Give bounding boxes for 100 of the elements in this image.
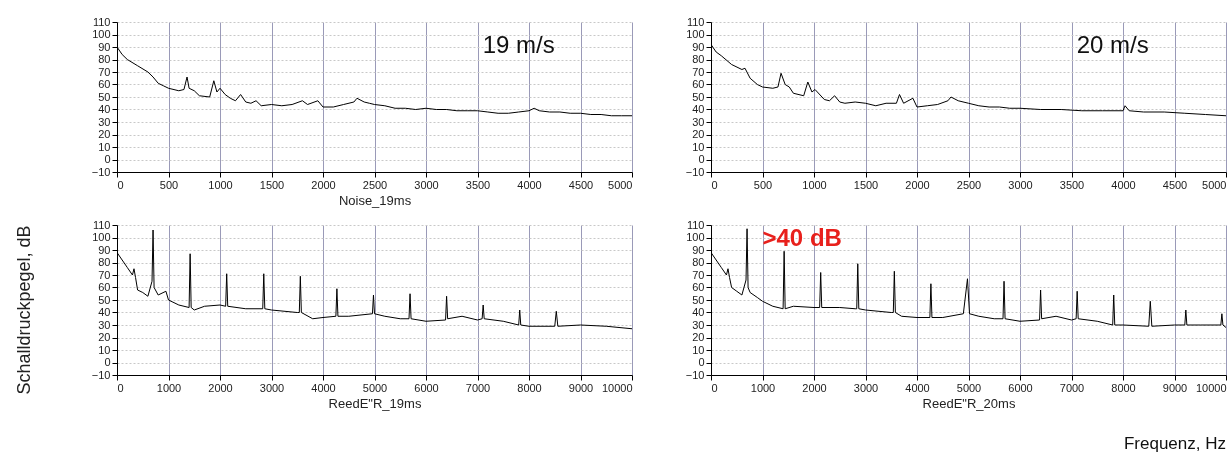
x-tick-label: 6000 bbox=[1008, 381, 1033, 394]
y-tick-label: 90 bbox=[98, 243, 111, 256]
y-tick-label: 50 bbox=[98, 90, 111, 103]
y-axis-title: Schalldruckpegel, dB bbox=[13, 225, 34, 395]
x-tick-label: 1500 bbox=[259, 178, 285, 191]
x-tick-label: 500 bbox=[159, 178, 179, 191]
y-tick-label: 100 bbox=[92, 28, 111, 40]
y-tick-label: 40 bbox=[98, 306, 111, 318]
y-tick-label: 110 bbox=[686, 15, 705, 28]
y-tick-label: 100 bbox=[686, 231, 705, 243]
y-tick-label: 90 bbox=[692, 243, 705, 256]
x-axis-title: ReedE"R_20ms bbox=[922, 395, 1016, 411]
x-tick-label: 2000 bbox=[802, 381, 827, 394]
y-tick-label: 80 bbox=[692, 53, 705, 65]
x-tick-label: 2500 bbox=[956, 178, 982, 191]
x-tick-label: 3000 bbox=[1008, 178, 1033, 191]
x-axis-title: ReedE"R_19ms bbox=[328, 395, 422, 411]
y-tick-label: 10 bbox=[692, 343, 705, 356]
y-tick-label: 30 bbox=[98, 115, 111, 128]
y-tick-label: 20 bbox=[692, 331, 705, 343]
y-tick-label: 20 bbox=[98, 331, 111, 343]
y-tick-label: 10 bbox=[98, 140, 111, 153]
x-tick-label: 1000 bbox=[802, 178, 827, 191]
y-tick-label: 40 bbox=[98, 103, 111, 115]
y-tick-label: 110 bbox=[92, 218, 111, 231]
x-tick-label: 5000 bbox=[1202, 178, 1227, 191]
y-tick-label: 100 bbox=[92, 231, 111, 243]
y-tick-label: 0 bbox=[104, 153, 111, 165]
x-tick-label: 10000 bbox=[601, 381, 633, 394]
x-tick-label: 4000 bbox=[1111, 178, 1136, 191]
y-tick-label: 110 bbox=[92, 15, 111, 28]
y-tick-label: 70 bbox=[98, 65, 111, 78]
y-tick-label: −10 bbox=[685, 165, 705, 178]
y-tick-label: 40 bbox=[692, 103, 705, 115]
y-tick-label: 90 bbox=[692, 40, 705, 53]
y-tick-label: 10 bbox=[692, 140, 705, 153]
x-tick-label: 7000 bbox=[1059, 381, 1085, 394]
x-tick-label: 4500 bbox=[568, 178, 594, 191]
x-tick-label: 2000 bbox=[311, 178, 336, 191]
x-tick-label: 2000 bbox=[905, 178, 930, 191]
y-tick-label: 0 bbox=[698, 356, 705, 368]
x-tick-label: 4000 bbox=[517, 178, 542, 191]
annotation: 20 m/s bbox=[1076, 31, 1149, 58]
y-tick-label: −10 bbox=[91, 368, 111, 381]
y-tick-label: 20 bbox=[98, 128, 111, 140]
x-tick-label: 3000 bbox=[259, 381, 285, 394]
x-axis-title: Noise_19ms bbox=[338, 192, 412, 208]
x-tick-label: 1000 bbox=[750, 381, 776, 394]
annotation: 19 m/s bbox=[482, 31, 555, 58]
y-tick-label: 0 bbox=[104, 356, 111, 368]
y-tick-label: 80 bbox=[98, 256, 111, 268]
x-tick-label: 5000 bbox=[956, 381, 982, 394]
y-tick-label: 40 bbox=[692, 306, 705, 318]
x-tick-label: 4000 bbox=[311, 381, 336, 394]
x-tick-label: 0 bbox=[117, 178, 124, 191]
x-tick-label: 2500 bbox=[362, 178, 388, 191]
y-tick-label: 10 bbox=[98, 343, 111, 356]
y-tick-label: 110 bbox=[686, 218, 705, 231]
x-tick-label: 0 bbox=[711, 178, 718, 191]
x-tick-label: 5000 bbox=[362, 381, 388, 394]
text: Frequenz, Hz bbox=[1123, 434, 1226, 452]
y-tick-label: 30 bbox=[98, 318, 111, 331]
annotation: >40 dB bbox=[762, 224, 842, 251]
y-tick-label: 60 bbox=[98, 78, 111, 90]
x-tick-label: 8000 bbox=[517, 381, 542, 394]
x-tick-label: 4000 bbox=[905, 381, 930, 394]
x-tick-label: 10000 bbox=[1195, 381, 1227, 394]
y-tick-label: 60 bbox=[98, 281, 111, 293]
x-tick-label: 3500 bbox=[465, 178, 491, 191]
x-tick-label: 9000 bbox=[568, 381, 594, 394]
y-tick-label: 30 bbox=[692, 115, 705, 128]
x-tick-label: 7000 bbox=[465, 381, 491, 394]
x-tick-label: 8000 bbox=[1111, 381, 1136, 394]
y-tick-label: 50 bbox=[98, 293, 111, 306]
y-tick-label: 0 bbox=[698, 153, 705, 165]
y-tick-label: 80 bbox=[692, 256, 705, 268]
x-tick-label: 4500 bbox=[1162, 178, 1188, 191]
y-tick-label: 70 bbox=[692, 65, 705, 78]
x-tick-label: 6000 bbox=[414, 381, 439, 394]
x-tick-label: 1500 bbox=[853, 178, 879, 191]
y-tick-label: 70 bbox=[692, 268, 705, 281]
x-tick-label: 3000 bbox=[853, 381, 879, 394]
y-tick-label: 20 bbox=[692, 128, 705, 140]
y-tick-label: 80 bbox=[98, 53, 111, 65]
x-tick-label: 0 bbox=[711, 381, 718, 394]
x-tick-label: 1000 bbox=[156, 381, 182, 394]
x-tick-label: 5000 bbox=[608, 178, 633, 191]
y-tick-label: 70 bbox=[98, 268, 111, 281]
x-tick-label: 9000 bbox=[1162, 381, 1188, 394]
x-tick-label: 0 bbox=[117, 381, 124, 394]
y-tick-label: 60 bbox=[692, 281, 705, 293]
x-tick-label: 3500 bbox=[1059, 178, 1085, 191]
x-tick-label: 2000 bbox=[208, 381, 233, 394]
y-tick-label: 100 bbox=[686, 28, 705, 40]
y-tick-label: 30 bbox=[692, 318, 705, 331]
x-tick-label: 3000 bbox=[414, 178, 439, 191]
y-tick-label: 50 bbox=[692, 293, 705, 306]
y-tick-label: 50 bbox=[692, 90, 705, 103]
y-tick-label: −10 bbox=[91, 165, 111, 178]
y-tick-label: 90 bbox=[98, 40, 111, 53]
